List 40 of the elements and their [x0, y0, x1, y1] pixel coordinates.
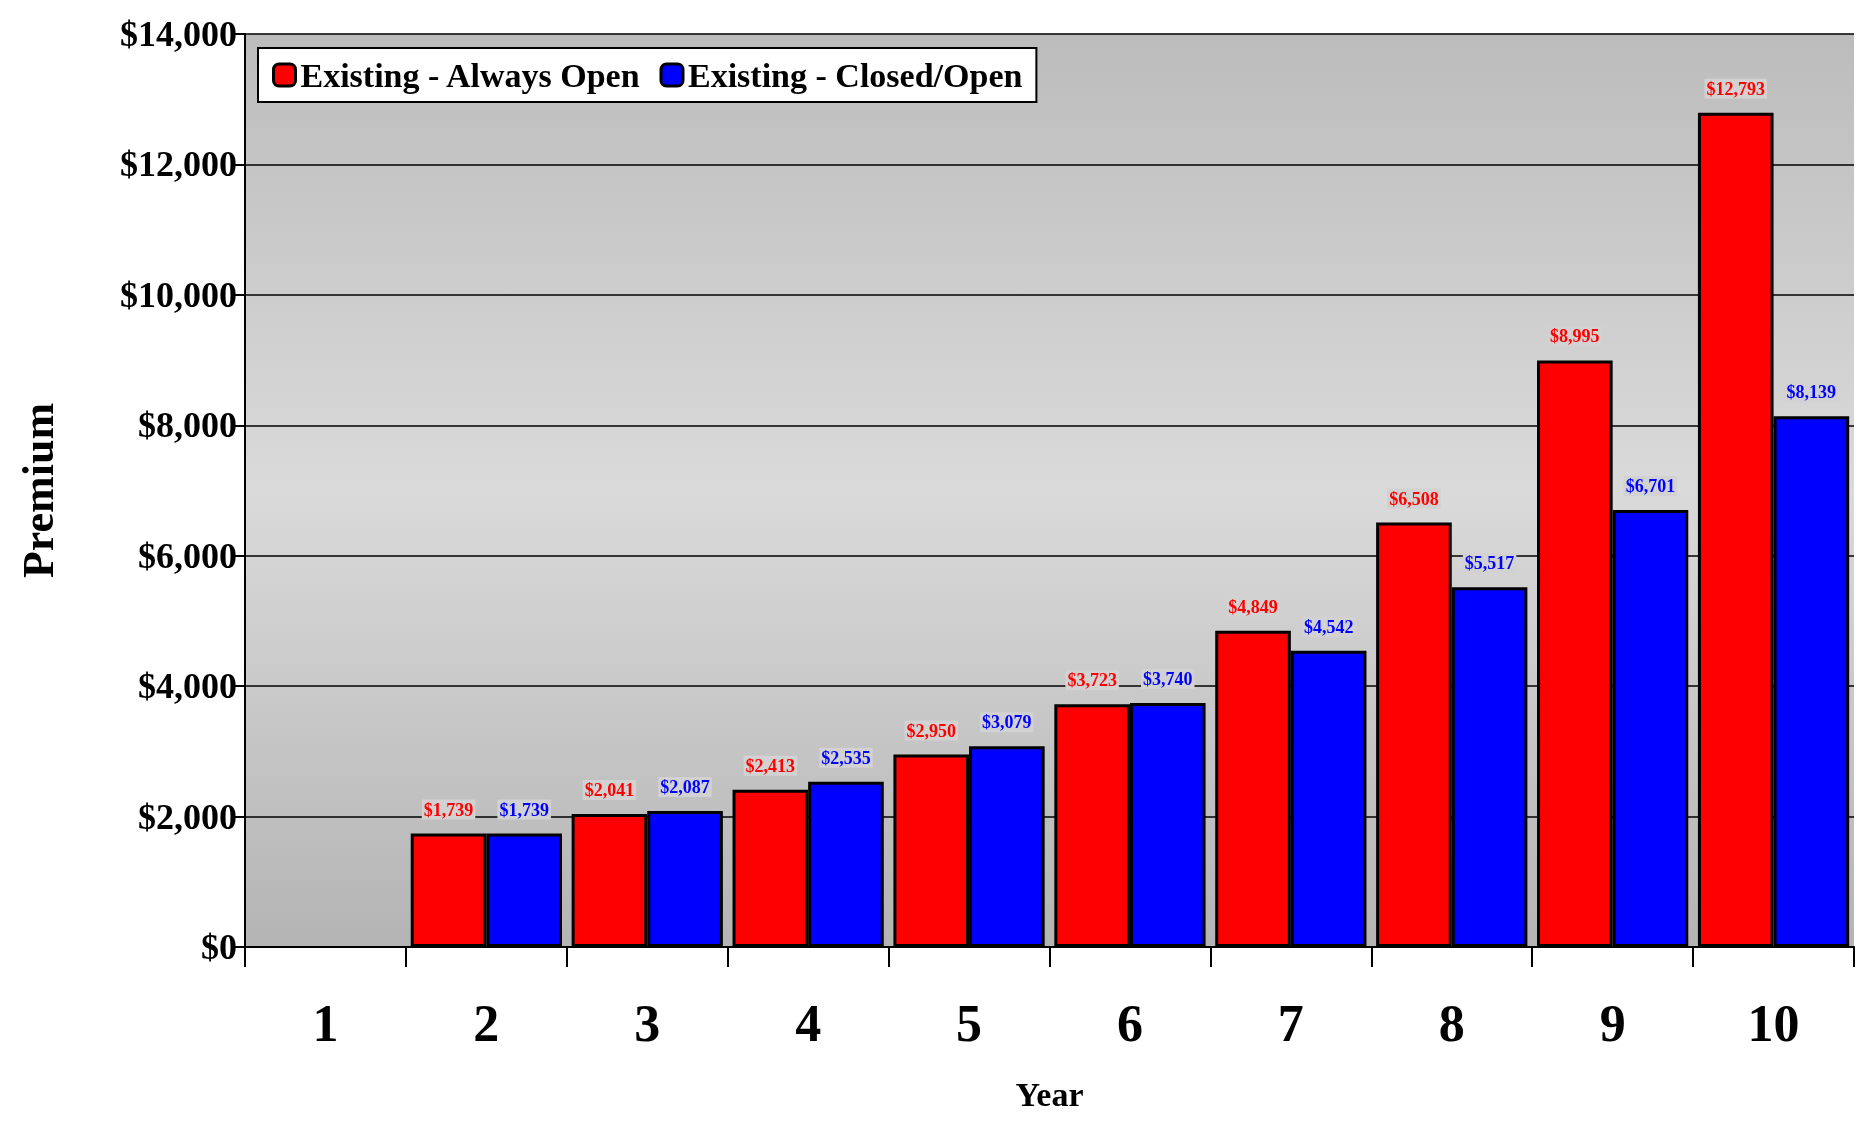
y-tick-label: $14,000: [120, 14, 237, 54]
x-tick-label: 2: [473, 994, 500, 1052]
x-tick-label: 6: [1116, 994, 1143, 1052]
y-tick-label: $0: [201, 927, 237, 967]
x-tick-label: 10: [1747, 994, 1800, 1052]
data-label: $3,723: [1067, 670, 1117, 691]
data-label: $4,542: [1303, 616, 1354, 637]
data-label: $2,087: [660, 776, 710, 797]
y-tick-label: $4,000: [138, 666, 237, 707]
data-label: $8,139: [1786, 382, 1837, 403]
y-tick-label: $12,000: [120, 144, 237, 185]
data-label: $12,793: [1706, 78, 1765, 99]
x-tick-label: 4: [795, 994, 822, 1052]
data-label: $1,739: [499, 799, 549, 820]
y-tick-label: $6,000: [138, 535, 237, 576]
data-label: $1,739: [423, 799, 474, 820]
x-tick-label: 3: [634, 994, 661, 1052]
data-label: $2,950: [906, 720, 956, 741]
data-label: $6,508: [1389, 488, 1439, 509]
data-label: $4,849: [1228, 596, 1278, 617]
x-tick-label: 8: [1438, 994, 1465, 1052]
data-label: $2,535: [821, 747, 871, 768]
data-label: $5,517: [1464, 553, 1515, 574]
data-label: $3,079: [982, 712, 1032, 733]
y-tick-label: $2,000: [138, 796, 237, 837]
data-label: $6,701: [1625, 476, 1676, 496]
x-tick-label: 9: [1599, 994, 1626, 1052]
data-label: $2,413: [745, 755, 796, 776]
data-label: $3,740: [1143, 669, 1193, 690]
y-tick-label: $8,000: [138, 405, 237, 446]
x-tick-label: 5: [956, 994, 983, 1052]
data-label: $8,995: [1550, 326, 1600, 347]
y-tick-label: $10,000: [120, 274, 237, 315]
data-label: $2,041: [584, 779, 635, 800]
x-axis-title: Year: [1015, 1075, 1084, 1113]
y-axis-title: Premium: [13, 402, 63, 579]
x-tick-label: 7: [1277, 994, 1304, 1052]
legend-label: Existing - Closed/Open: [688, 56, 1023, 94]
x-tick-label: 1: [312, 994, 339, 1052]
legend-label: Existing - Always Open: [300, 56, 640, 94]
